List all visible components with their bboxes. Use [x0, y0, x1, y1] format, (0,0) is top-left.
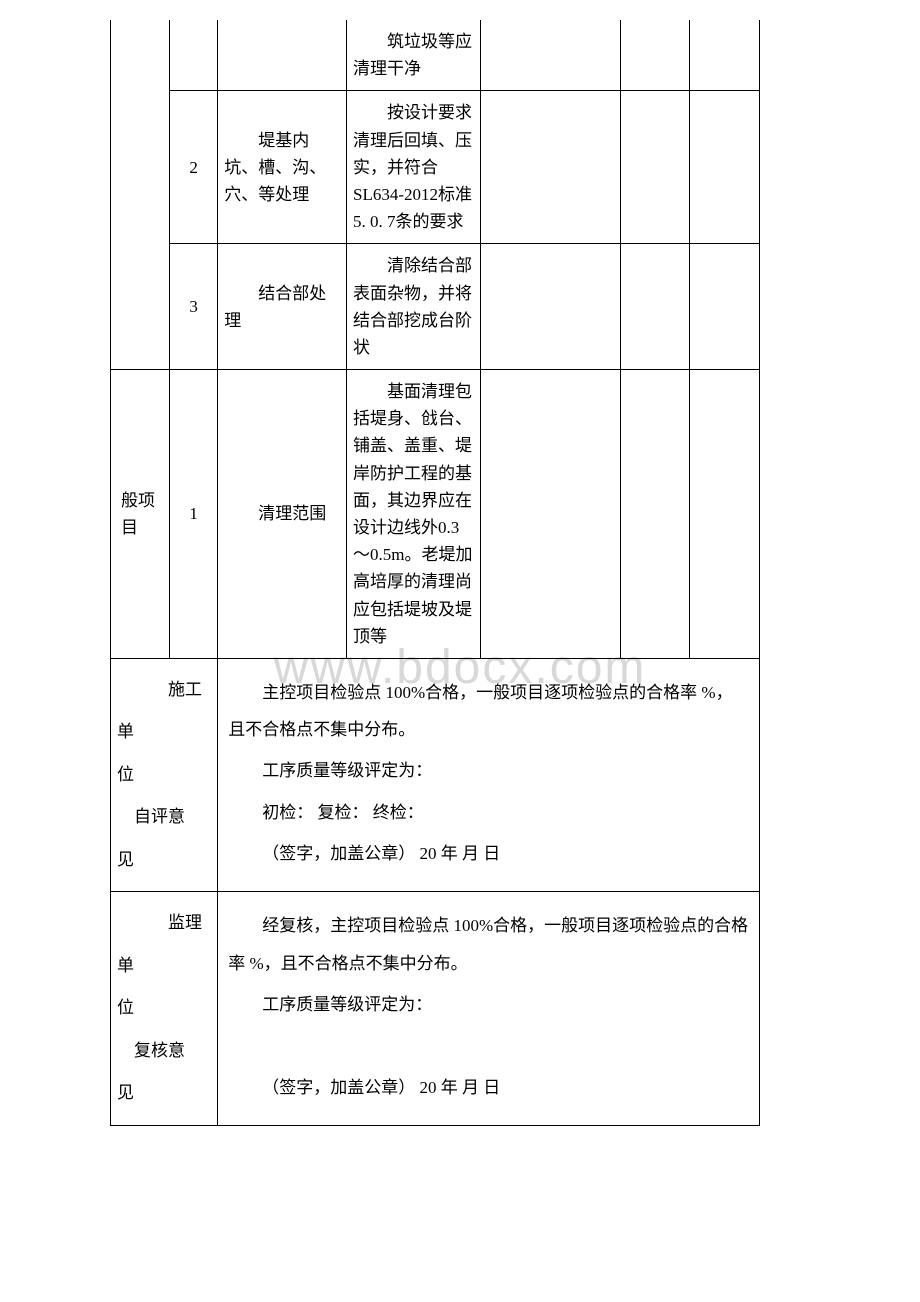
eval-text: （签字，加盖公章） 20 年 月 日 — [228, 835, 749, 872]
review-text: （签字，加盖公章） 20 年 月 日 — [228, 1069, 749, 1106]
review-opinion-content: 经复核，主控项目检验点 100%合格，一般项目逐项检验点的合格率 %，且不合格点… — [218, 892, 760, 1126]
review-text: 工序质量等级评定为： — [228, 986, 749, 1023]
category-cell — [111, 20, 170, 370]
empty-cell — [481, 20, 620, 91]
self-evaluation-row: 施工单位 自评意见 主控项目检验点 100%合格，一般项目逐项检验点的合格率 %… — [111, 658, 760, 892]
row-number: 1 — [170, 370, 218, 659]
requirement: 按设计要求清理后回填、压实，并符合SL634-2012标准 5. 0. 7条的要… — [346, 91, 480, 244]
row-number: 3 — [170, 244, 218, 370]
requirement: 基面清理包括堤身、戗台、铺盖、盖重、堤岸防护工程的基面，其边界应在设计边线外0.… — [346, 370, 480, 659]
item-name: 清理范围 — [218, 370, 347, 659]
empty-cell — [481, 91, 620, 244]
empty-cell — [620, 20, 690, 91]
item-name — [218, 20, 347, 91]
eval-text: 初检： 复检： 终检： — [228, 794, 749, 831]
empty-cell — [620, 370, 690, 659]
review-opinion-row: 监理单位 复核意见 经复核，主控项目检验点 100%合格，一般项目逐项检验点的合… — [111, 892, 760, 1126]
review-text: 经复核，主控项目检验点 100%合格，一般项目逐项检验点的合格率 %，且不合格点… — [228, 907, 749, 982]
table-row: 筑垃圾等应清理干净 — [111, 20, 760, 91]
self-evaluation-content: 主控项目检验点 100%合格，一般项目逐项检验点的合格率 %，且不合格点不集中分… — [218, 658, 760, 892]
empty-cell — [481, 244, 620, 370]
empty-cell — [481, 370, 620, 659]
empty-cell — [690, 20, 760, 91]
quality-inspection-table: 筑垃圾等应清理干净 2 堤基内坑、槽、沟、穴、等处理 按设计要求清理后回填、压实… — [110, 20, 760, 1126]
empty-cell — [620, 91, 690, 244]
table-row: 般项目 1 清理范围 基面清理包括堤身、戗台、铺盖、盖重、堤岸防护工程的基面，其… — [111, 370, 760, 659]
table-row: 2 堤基内坑、槽、沟、穴、等处理 按设计要求清理后回填、压实，并符合SL634-… — [111, 91, 760, 244]
item-name: 堤基内坑、槽、沟、穴、等处理 — [218, 91, 347, 244]
row-number — [170, 20, 218, 91]
row-number: 2 — [170, 91, 218, 244]
empty-cell — [620, 244, 690, 370]
review-text — [228, 1027, 749, 1064]
category-cell: 般项目 — [111, 370, 170, 659]
empty-cell — [690, 91, 760, 244]
requirement: 筑垃圾等应清理干净 — [346, 20, 480, 91]
empty-cell — [690, 370, 760, 659]
table-row: 3 结合部处理 清除结合部表面杂物，并将结合部挖成台阶状 — [111, 244, 760, 370]
eval-text: 工序质量等级评定为： — [228, 752, 749, 789]
item-name: 结合部处理 — [218, 244, 347, 370]
requirement: 清除结合部表面杂物，并将结合部挖成台阶状 — [346, 244, 480, 370]
eval-text: 主控项目检验点 100%合格，一般项目逐项检验点的合格率 %，且不合格点不集中分… — [228, 674, 749, 749]
empty-cell — [690, 244, 760, 370]
self-evaluation-label: 施工单位 自评意见 — [111, 658, 218, 892]
review-opinion-label: 监理单位 复核意见 — [111, 892, 218, 1126]
